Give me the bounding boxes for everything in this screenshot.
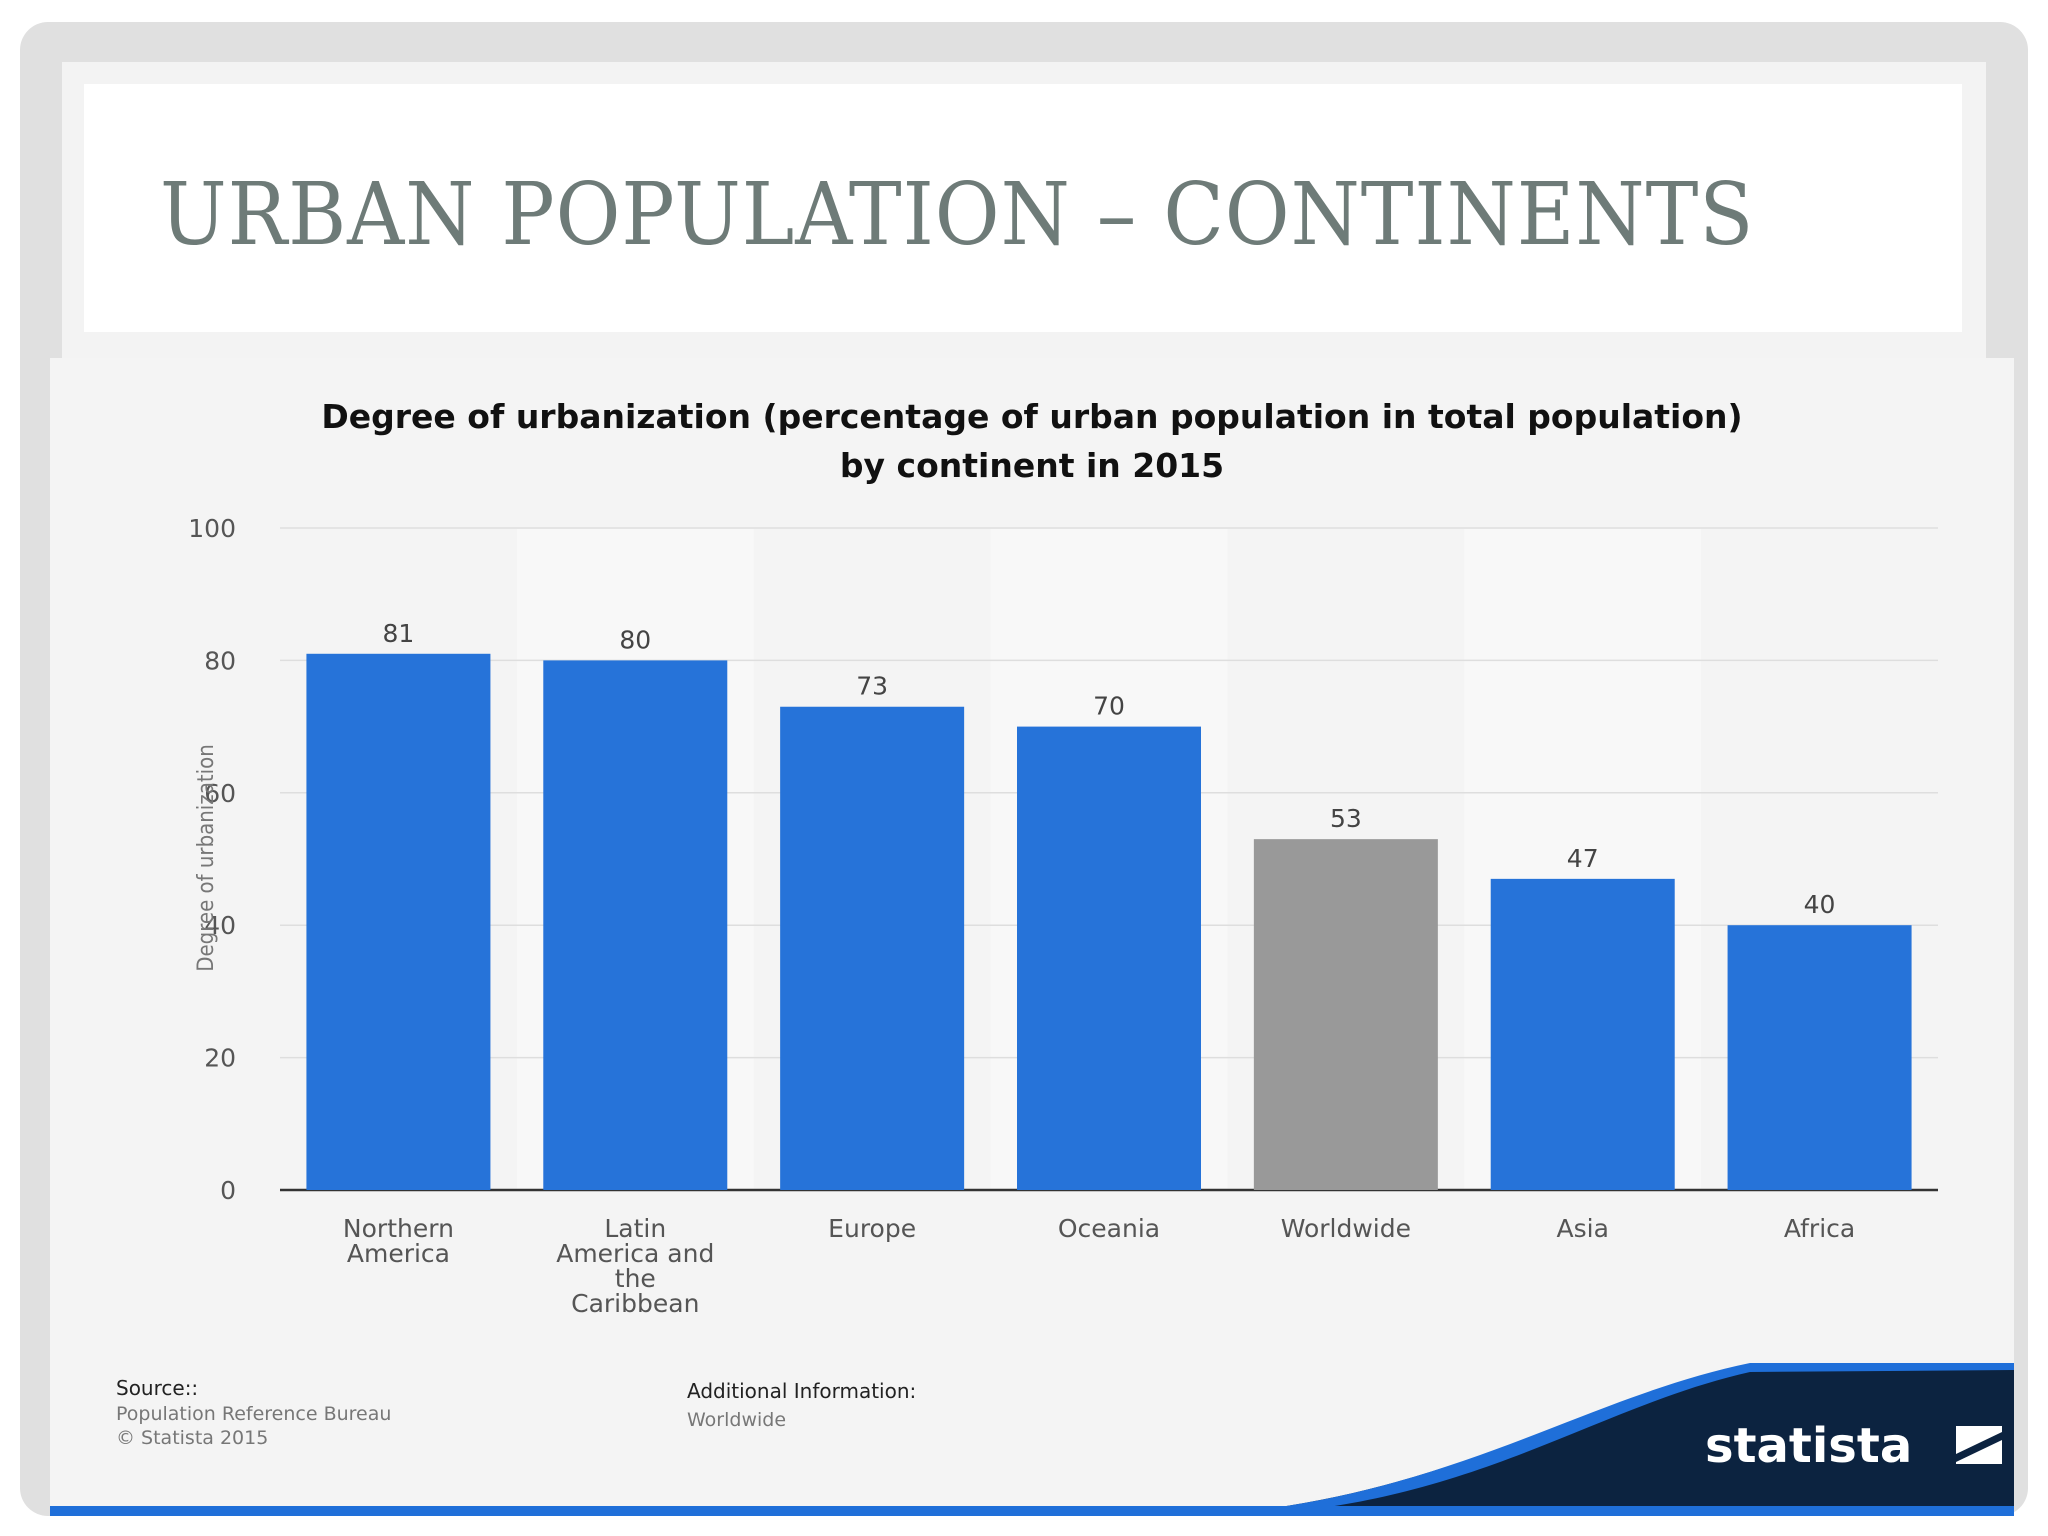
y-tick-label: 100 (188, 514, 236, 543)
category-label: America (347, 1239, 450, 1268)
y-tick-label: 80 (204, 646, 236, 675)
data-label: 47 (1567, 844, 1599, 873)
chart-title-line-1: Degree of urbanization (percentage of ur… (321, 397, 1742, 436)
bar (1253, 839, 1438, 1190)
source-heading: Source:: (116, 1376, 198, 1400)
bottom-rule (50, 1506, 2014, 1516)
category-label: Worldwide (1281, 1214, 1411, 1243)
y-tick-label: 20 (204, 1044, 236, 1073)
category-label: Africa (1784, 1214, 1855, 1243)
additional-info-text: Worldwide (687, 1409, 786, 1431)
data-label: 53 (1330, 804, 1362, 833)
statista-logo-text: statista (1705, 1418, 1912, 1474)
category-label: Asia (1557, 1214, 1609, 1243)
bars (306, 653, 1912, 1190)
y-tick-label: 40 (204, 911, 236, 940)
slide-title: URBAN POPULATION – CONTINENTS (160, 165, 1755, 265)
category-label: Northern (343, 1214, 454, 1243)
category-label: the (615, 1264, 656, 1293)
y-axis-ticks: 0 20 40 60 80 100 (188, 514, 236, 1205)
chart-title-line-2: by continent in 2015 (840, 446, 1224, 485)
source-line-2: © Statista 2015 (116, 1427, 268, 1449)
bar (1727, 925, 1912, 1190)
data-labels: 81 80 73 70 53 47 40 (383, 619, 1836, 919)
brand-swoosh (1200, 1370, 2014, 1516)
additional-info-heading: Additional Information: (687, 1379, 916, 1403)
y-tick-label: 0 (220, 1176, 236, 1205)
data-label: 40 (1804, 890, 1836, 919)
source-line-1: Population Reference Bureau (116, 1403, 391, 1425)
y-tick-label: 60 (204, 779, 236, 808)
category-label: America and (556, 1239, 714, 1268)
bar (306, 653, 491, 1190)
data-label: 80 (619, 625, 651, 654)
data-label: 73 (856, 672, 888, 701)
category-label: Europe (828, 1214, 916, 1243)
chart-panel: 81 80 73 70 53 47 40 0 20 40 60 80 100 Northern Amer… (50, 358, 2014, 1516)
statista-logo-icon (1956, 1426, 2002, 1464)
bar (780, 706, 965, 1190)
data-label: 70 (1093, 692, 1125, 721)
category-label: Caribbean (571, 1289, 699, 1318)
y-axis-title: Degree of urbanization (194, 744, 219, 972)
category-label: Oceania (1058, 1214, 1160, 1243)
data-label: 81 (383, 619, 415, 648)
bar (1017, 726, 1201, 1190)
title-panel (84, 84, 1962, 332)
bar (543, 660, 728, 1190)
bar (1490, 878, 1675, 1190)
category-label: Latin (604, 1214, 666, 1243)
